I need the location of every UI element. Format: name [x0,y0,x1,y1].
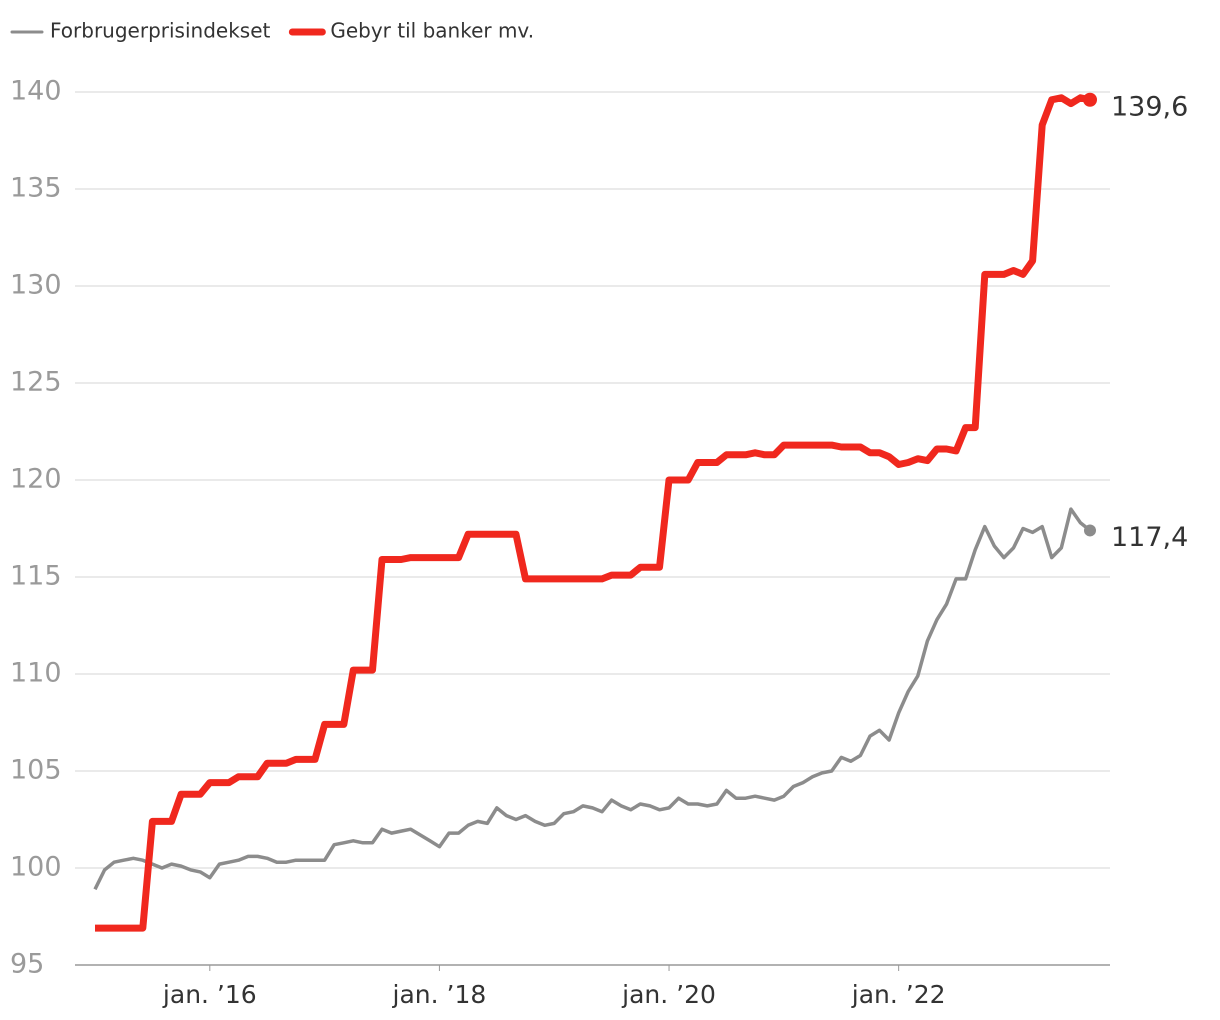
y-tick-label: 130 [10,270,62,301]
end-dot [1083,92,1097,107]
y-tick-label: 100 [10,852,62,883]
y-tick-label: 95 [10,949,44,980]
series-line [93,507,1092,891]
end-label: 139,6 [1111,91,1188,122]
y-tick-label: 120 [10,464,62,495]
y-tick-label: 105 [10,755,62,786]
legend-label: Forbrugerprisindekset [50,19,271,43]
end-dot [1084,524,1096,537]
legend-label: Gebyr til banker mv. [330,19,534,43]
y-tick-label: 115 [10,561,62,592]
y-tick-label: 140 [10,76,62,107]
x-tick-label: jan. ’18 [392,980,487,1009]
x-tick-label: jan. ’16 [162,980,257,1009]
end-label: 117,4 [1111,522,1188,553]
x-tick-label: jan. ’20 [621,980,716,1009]
y-tick-label: 135 [10,173,62,204]
x-tick-label: jan. ’22 [851,980,946,1009]
y-tick-label: 125 [10,367,62,398]
y-tick-label: 110 [10,658,62,689]
series-line [95,94,1091,932]
